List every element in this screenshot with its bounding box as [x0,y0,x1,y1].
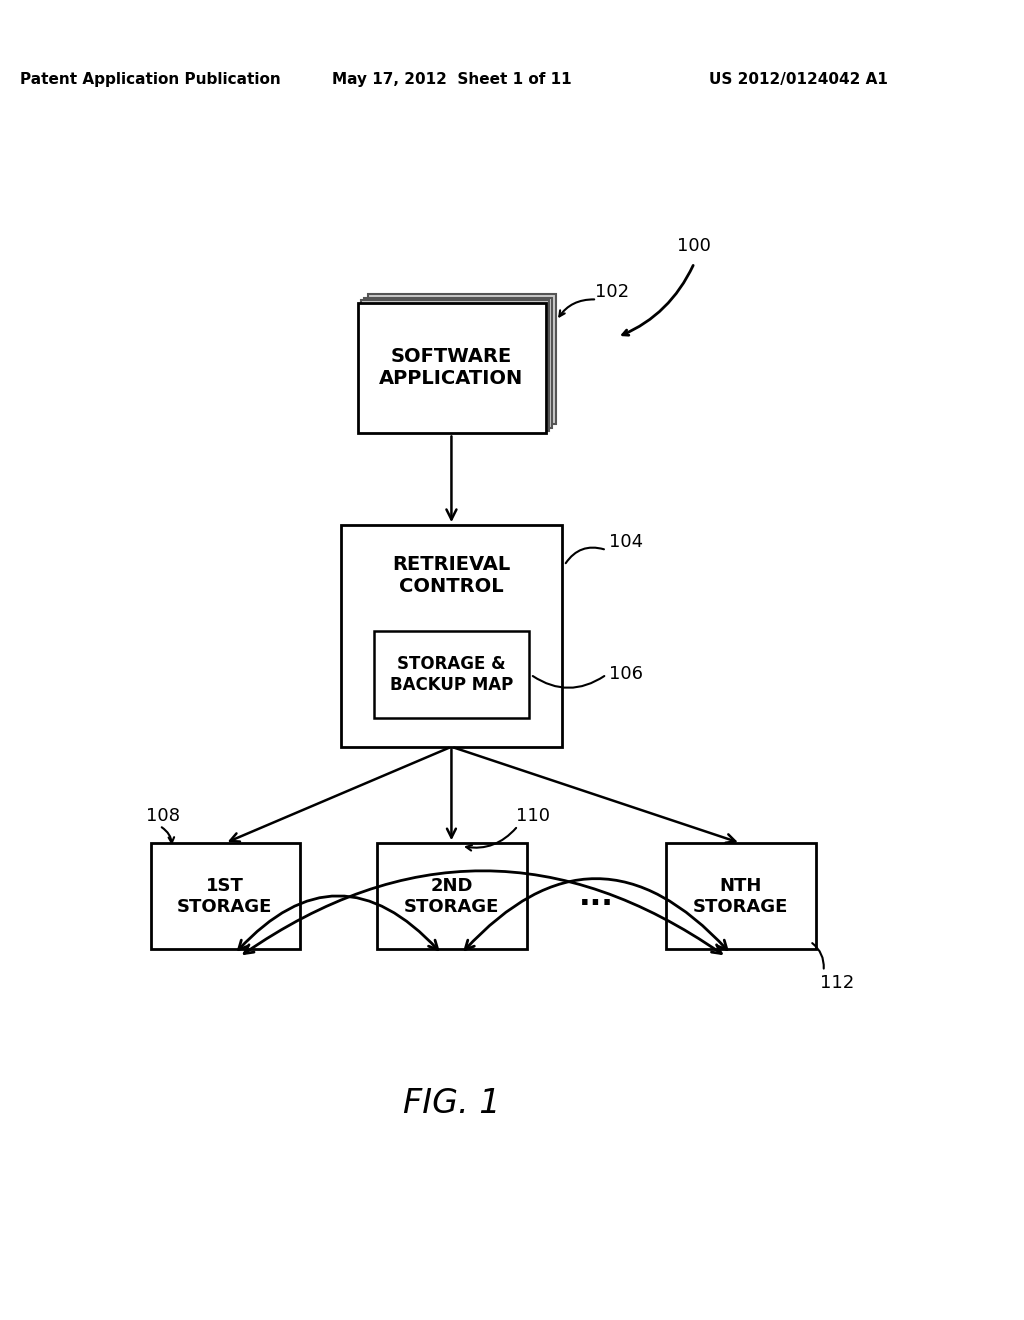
FancyBboxPatch shape [151,843,300,949]
FancyBboxPatch shape [667,843,816,949]
Text: STORAGE &
BACKUP MAP: STORAGE & BACKUP MAP [390,655,513,694]
Text: 102: 102 [595,282,629,301]
Text: FIG. 1: FIG. 1 [402,1086,500,1119]
Text: RETRIEVAL
CONTROL: RETRIEVAL CONTROL [392,554,511,595]
Text: 1ST
STORAGE: 1ST STORAGE [177,876,272,916]
Text: 110: 110 [516,807,550,825]
Text: SOFTWARE
APPLICATION: SOFTWARE APPLICATION [379,347,523,388]
Text: US 2012/0124042 A1: US 2012/0124042 A1 [709,73,888,87]
Text: NTH
STORAGE: NTH STORAGE [693,876,788,916]
FancyBboxPatch shape [368,294,556,424]
Text: 104: 104 [608,533,643,552]
Text: 112: 112 [819,974,854,991]
FancyBboxPatch shape [377,843,526,949]
Text: 100: 100 [678,236,712,255]
Text: ...: ... [579,882,613,911]
Text: 106: 106 [608,665,642,684]
FancyBboxPatch shape [341,525,562,747]
Text: 108: 108 [145,807,180,825]
Text: 2ND
STORAGE: 2ND STORAGE [403,876,499,916]
FancyBboxPatch shape [360,301,549,430]
Text: May 17, 2012  Sheet 1 of 11: May 17, 2012 Sheet 1 of 11 [332,73,571,87]
FancyBboxPatch shape [358,304,546,433]
FancyBboxPatch shape [364,297,552,428]
Text: Patent Application Publication: Patent Application Publication [20,73,281,87]
FancyBboxPatch shape [375,631,528,718]
